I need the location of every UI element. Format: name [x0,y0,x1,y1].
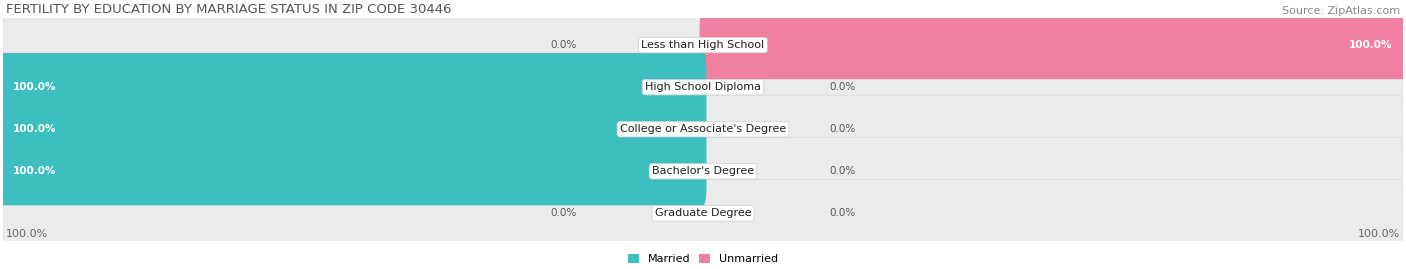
Text: 100.0%: 100.0% [13,124,56,134]
Text: Graduate Degree: Graduate Degree [655,208,751,218]
Text: Less than High School: Less than High School [641,40,765,50]
Text: FERTILITY BY EDUCATION BY MARRIAGE STATUS IN ZIP CODE 30446: FERTILITY BY EDUCATION BY MARRIAGE STATU… [6,3,451,16]
FancyBboxPatch shape [0,137,706,205]
Text: 0.0%: 0.0% [551,40,576,50]
Text: 0.0%: 0.0% [551,208,576,218]
FancyBboxPatch shape [0,95,706,163]
Text: Bachelor's Degree: Bachelor's Degree [652,166,754,176]
FancyBboxPatch shape [3,179,1403,247]
Text: 0.0%: 0.0% [830,82,855,92]
Text: 100.0%: 100.0% [13,82,56,92]
Text: 0.0%: 0.0% [830,124,855,134]
Text: 100.0%: 100.0% [13,166,56,176]
Text: 100.0%: 100.0% [1357,229,1400,239]
FancyBboxPatch shape [3,137,1403,205]
Text: High School Diploma: High School Diploma [645,82,761,92]
FancyBboxPatch shape [3,11,1403,79]
FancyBboxPatch shape [3,53,1403,121]
Text: 100.0%: 100.0% [6,229,49,239]
FancyBboxPatch shape [0,53,706,121]
Text: 0.0%: 0.0% [830,208,855,218]
Text: 0.0%: 0.0% [830,166,855,176]
FancyBboxPatch shape [700,11,1406,79]
Text: College or Associate's Degree: College or Associate's Degree [620,124,786,134]
Text: Source: ZipAtlas.com: Source: ZipAtlas.com [1282,6,1400,16]
Legend: Married, Unmarried: Married, Unmarried [623,250,783,269]
Text: 100.0%: 100.0% [1350,40,1393,50]
FancyBboxPatch shape [3,95,1403,163]
